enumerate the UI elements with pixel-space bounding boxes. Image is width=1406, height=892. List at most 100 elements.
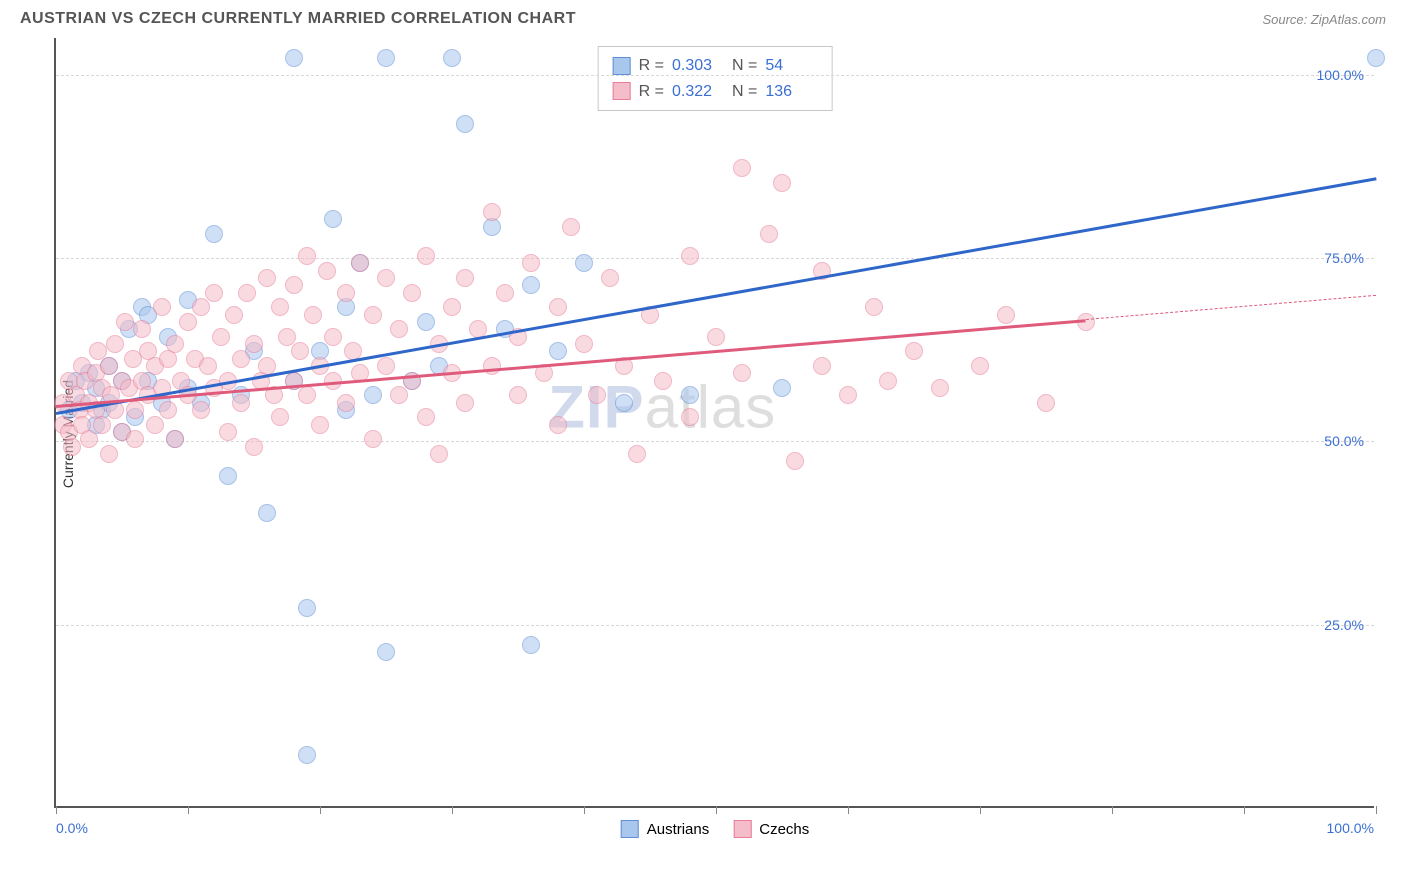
scatter-point: [304, 306, 322, 324]
scatter-point: [146, 416, 164, 434]
scatter-point: [760, 225, 778, 243]
scatter-point: [522, 254, 540, 272]
scatter-point: [219, 467, 237, 485]
scatter-point: [258, 504, 276, 522]
scatter-point: [483, 203, 501, 221]
scatter-point: [192, 298, 210, 316]
x-tick: [1244, 806, 1245, 814]
scatter-point: [575, 335, 593, 353]
scatter-point: [116, 313, 134, 331]
scatter-point: [271, 298, 289, 316]
scatter-point: [245, 335, 263, 353]
x-tick: [452, 806, 453, 814]
scatter-point: [199, 357, 217, 375]
stat-label-r: R =: [639, 79, 664, 105]
gridline: [56, 75, 1374, 76]
scatter-point: [562, 218, 580, 236]
scatter-point: [159, 401, 177, 419]
scatter-point: [318, 262, 336, 280]
scatter-point: [575, 254, 593, 272]
scatter-point: [364, 306, 382, 324]
x-axis-end-label: 100.0%: [1327, 820, 1374, 836]
x-tick: [1112, 806, 1113, 814]
scatter-point: [179, 313, 197, 331]
scatter-point: [205, 284, 223, 302]
legend-swatch: [613, 57, 631, 75]
scatter-point: [278, 328, 296, 346]
scatter-point: [615, 394, 633, 412]
x-tick: [320, 806, 321, 814]
scatter-point: [377, 269, 395, 287]
scatter-point: [417, 313, 435, 331]
scatter-point: [707, 328, 725, 346]
legend-label: Czechs: [759, 821, 809, 838]
scatter-point: [166, 335, 184, 353]
scatter-point: [271, 408, 289, 426]
scatter-point: [971, 357, 989, 375]
legend-label: Austrians: [647, 821, 710, 838]
scatter-point: [1367, 49, 1385, 67]
scatter-point: [403, 284, 421, 302]
scatter-point: [245, 438, 263, 456]
scatter-point: [879, 372, 897, 390]
stats-row: R =0.322N =136: [613, 79, 818, 105]
scatter-point: [298, 599, 316, 617]
scatter-point: [997, 306, 1015, 324]
scatter-point: [364, 430, 382, 448]
x-tick: [188, 806, 189, 814]
legend-item: Austrians: [621, 820, 710, 838]
scatter-point: [93, 416, 111, 434]
scatter-point: [80, 430, 98, 448]
scatter-point: [549, 298, 567, 316]
stat-value-n: 136: [765, 79, 817, 105]
scatter-point: [219, 423, 237, 441]
scatter-point: [549, 416, 567, 434]
scatter-point: [232, 394, 250, 412]
scatter-point: [100, 445, 118, 463]
scatter-point: [258, 269, 276, 287]
chart-title: AUSTRIAN VS CZECH CURRENTLY MARRIED CORR…: [20, 10, 576, 28]
scatter-point: [311, 416, 329, 434]
scatter-point: [681, 386, 699, 404]
scatter-point: [417, 408, 435, 426]
scatter-point: [285, 49, 303, 67]
scatter-point: [166, 430, 184, 448]
scatter-point: [773, 379, 791, 397]
scatter-point: [192, 401, 210, 419]
x-tick: [56, 806, 57, 814]
scatter-point: [390, 386, 408, 404]
scatter-point: [285, 276, 303, 294]
gridline: [56, 625, 1374, 626]
scatter-point: [291, 342, 309, 360]
scatter-point: [931, 379, 949, 397]
scatter-point: [377, 49, 395, 67]
y-tick-label: 50.0%: [1324, 433, 1364, 449]
scatter-point: [522, 636, 540, 654]
scatter-point: [733, 159, 751, 177]
gridline: [56, 258, 1374, 259]
scatter-point: [905, 342, 923, 360]
scatter-point: [522, 276, 540, 294]
scatter-point: [298, 247, 316, 265]
scatter-point: [364, 386, 382, 404]
legend-swatch: [733, 820, 751, 838]
scatter-point: [205, 225, 223, 243]
scatter-point: [126, 430, 144, 448]
bottom-legend: Austrians Czechs: [621, 820, 810, 838]
scatter-point: [549, 342, 567, 360]
chart-container: Currently Married ZIPatlas R =0.303N =54…: [20, 34, 1386, 834]
scatter-point: [225, 306, 243, 324]
y-tick-label: 100.0%: [1317, 67, 1364, 83]
legend-swatch: [621, 820, 639, 838]
scatter-point: [212, 328, 230, 346]
scatter-point: [681, 408, 699, 426]
stats-legend-box: R =0.303N =54R =0.322N =136: [598, 46, 833, 111]
legend-swatch: [613, 82, 631, 100]
legend-item: Czechs: [733, 820, 809, 838]
scatter-point: [443, 298, 461, 316]
y-tick-label: 25.0%: [1324, 617, 1364, 633]
scatter-point: [153, 298, 171, 316]
scatter-point: [390, 320, 408, 338]
scatter-point: [377, 357, 395, 375]
scatter-point: [106, 335, 124, 353]
